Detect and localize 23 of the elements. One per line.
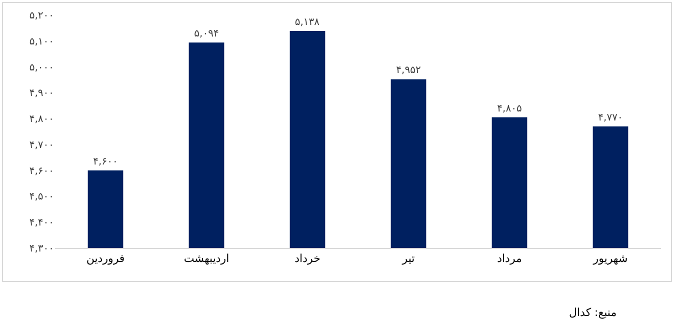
x-tick-label: خرداد [294,252,320,266]
y-tick-label: ۴,۸۰۰ [29,114,54,126]
y-tick-label: ۴,۳۰۰ [29,244,54,254]
y-tick-label: ۵,۲۰۰ [29,10,54,22]
data-label: ۵,۰۹۴ [194,28,219,40]
y-tick-label: ۴,۵۰۰ [29,192,54,203]
x-tick-label: شهریور [592,252,628,266]
x-tick-label: تیر [401,252,415,266]
y-tick-label: ۴,۴۰۰ [29,218,54,229]
x-tick-label: مرداد [497,252,522,266]
x-tick-label: اردیبهشت [184,252,230,266]
y-tick-label: ۵,۰۰۰ [29,62,54,74]
data-label: ۴,۸۰۵ [497,103,522,114]
data-label: ۵,۱۳۸ [294,17,320,28]
y-tick-label: ۴,۶۰۰ [29,166,54,177]
y-tick-label: ۵,۱۰۰ [29,36,54,48]
data-label: ۴,۷۷۰ [598,112,623,124]
text: منبع: کدال [569,306,617,319]
data-label: ۴,۶۰۰ [93,156,118,168]
y-tick-label: ۴,۷۰۰ [29,140,54,151]
data-label: ۴,۹۵۲ [396,65,421,76]
x-tick-label: فروردین [86,252,125,266]
y-tick-label: ۴,۹۰۰ [29,88,54,100]
